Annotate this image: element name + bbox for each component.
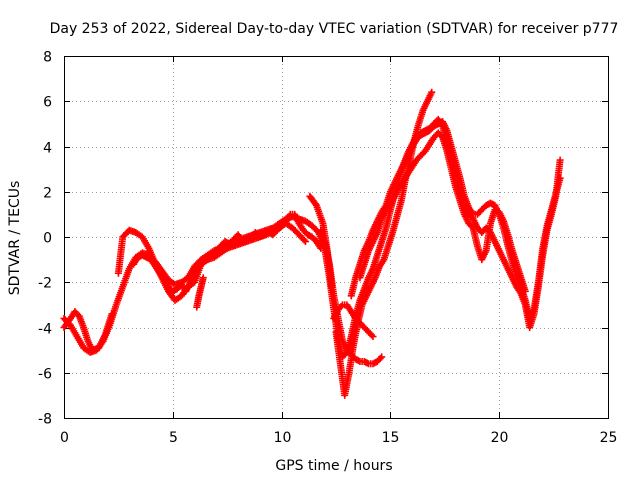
x-tick-label: 20 bbox=[491, 430, 509, 446]
y-tick-label: 6 bbox=[43, 95, 52, 111]
data-point bbox=[108, 310, 116, 318]
x-tick-label: 15 bbox=[382, 430, 400, 446]
data-point bbox=[311, 200, 319, 208]
y-tick-label: 2 bbox=[43, 186, 52, 202]
data-point bbox=[468, 222, 476, 230]
data-point bbox=[376, 354, 384, 362]
y-tick-label: -8 bbox=[38, 412, 52, 428]
x-tick-label: 0 bbox=[60, 430, 69, 446]
y-tick-label: -2 bbox=[38, 276, 52, 292]
x-tick-label: 25 bbox=[600, 430, 618, 446]
data-point bbox=[369, 333, 377, 341]
x-axis-label: GPS time / hours bbox=[275, 458, 392, 474]
series-track-e bbox=[130, 210, 325, 311]
y-tick-label: 0 bbox=[43, 231, 52, 247]
y-tick-label: 4 bbox=[43, 141, 52, 157]
y-tick-label: 8 bbox=[43, 50, 52, 66]
data-point bbox=[300, 236, 308, 244]
series-track-d bbox=[330, 129, 529, 341]
data-point bbox=[556, 156, 564, 164]
y-axis-label: SDTVAR / TECUs bbox=[7, 181, 23, 296]
data-point bbox=[337, 302, 345, 310]
data-point bbox=[317, 244, 325, 252]
data-point bbox=[368, 331, 376, 339]
data-point bbox=[199, 274, 207, 282]
data-point bbox=[302, 238, 310, 246]
data-point bbox=[378, 353, 386, 361]
data-points bbox=[60, 88, 564, 399]
y-tick-label: -6 bbox=[38, 367, 52, 383]
chart-title: Day 253 of 2022, Sidereal Day-to-day VTE… bbox=[50, 21, 619, 37]
axis-ticks bbox=[64, 56, 609, 419]
data-point bbox=[428, 88, 436, 96]
x-tick-labels: 0 5 10 15 20 25 bbox=[60, 430, 617, 446]
x-tick-label: 5 bbox=[169, 430, 178, 446]
y-tick-label: -4 bbox=[38, 322, 52, 338]
y-tick-labels: -8 -6 -4 -2 0 2 4 6 8 bbox=[38, 50, 52, 428]
data-point bbox=[521, 287, 529, 295]
x-tick-label: 10 bbox=[274, 430, 292, 446]
